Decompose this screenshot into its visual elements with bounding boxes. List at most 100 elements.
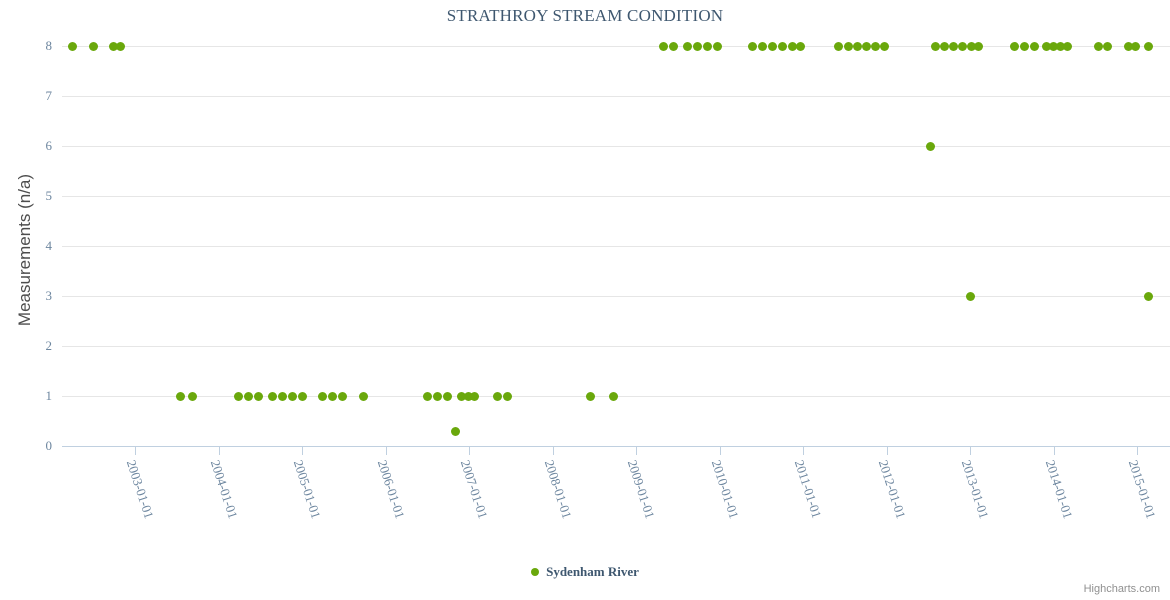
y-tick-label: 0 — [45, 438, 53, 453]
data-point[interactable] — [1093, 41, 1103, 51]
data-point[interactable] — [67, 41, 77, 51]
data-point[interactable] — [608, 391, 618, 401]
gridline — [62, 46, 1170, 47]
data-point[interactable] — [358, 391, 368, 401]
data-point[interactable] — [88, 41, 98, 51]
x-tick-mark — [1137, 446, 1138, 455]
data-point[interactable] — [243, 391, 253, 401]
data-point[interactable] — [973, 41, 983, 51]
data-point[interactable] — [108, 41, 118, 51]
data-point[interactable] — [187, 391, 197, 401]
data-point[interactable] — [1029, 41, 1039, 51]
y-tick-label: 2 — [45, 338, 53, 353]
data-point[interactable] — [337, 391, 347, 401]
x-tick-mark — [970, 446, 971, 455]
data-point[interactable] — [939, 41, 949, 51]
data-point[interactable] — [833, 41, 843, 51]
data-point[interactable] — [1009, 41, 1019, 51]
data-point[interactable] — [948, 41, 958, 51]
data-point[interactable] — [585, 391, 595, 401]
x-axis-tick-labels: 2003-01-01 2004-01-01 2005-01-01 2006-01-01… — [62, 446, 1170, 556]
gridline — [62, 246, 1170, 247]
gridline — [62, 296, 1170, 297]
data-point[interactable] — [456, 391, 466, 401]
data-point[interactable] — [287, 391, 297, 401]
x-tick-mark — [469, 446, 470, 455]
data-point[interactable] — [925, 141, 935, 151]
x-axis-line — [62, 446, 1170, 447]
plot-area — [62, 41, 1170, 446]
chart-title: STRATHROY STREAM CONDITION — [446, 6, 724, 25]
data-point[interactable] — [115, 41, 125, 51]
data-point[interactable] — [757, 41, 767, 51]
legend-item-label: Sydenham River — [546, 563, 639, 579]
gridline — [62, 196, 1170, 197]
data-point[interactable] — [463, 391, 473, 401]
y-axis-tick-labels: 0 1 2 3 4 5 6 7 8 — [0, 38, 53, 453]
data-point[interactable] — [267, 391, 277, 401]
data-point[interactable] — [712, 41, 722, 51]
data-point[interactable] — [442, 391, 452, 401]
data-point[interactable] — [879, 41, 889, 51]
data-point[interactable] — [422, 391, 432, 401]
data-point[interactable] — [1123, 41, 1133, 51]
data-point[interactable] — [777, 41, 787, 51]
data-point[interactable] — [327, 391, 337, 401]
data-point[interactable] — [1143, 291, 1153, 301]
data-point[interactable] — [861, 41, 871, 51]
data-point[interactable] — [747, 41, 757, 51]
data-point[interactable] — [682, 41, 692, 51]
data-point[interactable] — [1048, 41, 1058, 51]
data-point[interactable] — [658, 41, 668, 51]
x-tick-mark — [302, 446, 303, 455]
data-point[interactable] — [1130, 41, 1140, 51]
data-point[interactable] — [852, 41, 862, 51]
data-point[interactable] — [870, 41, 880, 51]
data-point[interactable] — [502, 391, 512, 401]
data-point[interactable] — [175, 391, 185, 401]
data-point[interactable] — [787, 41, 797, 51]
data-point[interactable] — [492, 391, 502, 401]
data-point[interactable] — [469, 391, 479, 401]
x-tick-label: 2005-01-01 — [290, 458, 324, 521]
data-point[interactable] — [1143, 41, 1153, 51]
x-tick-label: 2004-01-01 — [207, 458, 241, 521]
data-point[interactable] — [1102, 41, 1112, 51]
x-tick-label: 2011-01-01 — [791, 458, 825, 520]
data-point[interactable] — [450, 426, 460, 436]
x-tick-label: 2013-01-01 — [958, 458, 992, 521]
data-point[interactable] — [233, 391, 243, 401]
y-tick-label: 3 — [45, 288, 53, 303]
data-point[interactable] — [1055, 41, 1065, 51]
x-tick-mark — [636, 446, 637, 455]
data-point[interactable] — [966, 41, 976, 51]
x-tick-label: 2006-01-01 — [374, 458, 408, 521]
data-point[interactable] — [965, 291, 975, 301]
chart-credits[interactable]: Highcharts.com — [1083, 583, 1160, 595]
y-tick-label: 6 — [45, 138, 53, 153]
legend-marker-icon — [531, 567, 540, 576]
data-point[interactable] — [277, 391, 287, 401]
data-point[interactable] — [1041, 41, 1051, 51]
data-point[interactable] — [297, 391, 307, 401]
y-tick-label: 1 — [45, 388, 53, 403]
data-point[interactable] — [930, 41, 940, 51]
data-point[interactable] — [668, 41, 678, 51]
data-point[interactable] — [767, 41, 777, 51]
chart-legend: Sydenham River — [0, 563, 1170, 580]
data-point[interactable] — [253, 391, 263, 401]
data-point[interactable] — [317, 391, 327, 401]
data-point[interactable] — [795, 41, 805, 51]
data-point[interactable] — [1019, 41, 1029, 51]
data-point[interactable] — [432, 391, 442, 401]
data-point[interactable] — [957, 41, 967, 51]
data-point[interactable] — [843, 41, 853, 51]
data-point[interactable] — [692, 41, 702, 51]
y-tick-label: 4 — [45, 238, 53, 253]
data-point[interactable] — [1062, 41, 1072, 51]
y-tick-label: 8 — [45, 38, 53, 53]
legend-item-sydenham-river[interactable]: Sydenham River — [531, 563, 639, 580]
x-tick-label: 2014-01-01 — [1042, 458, 1076, 521]
data-point[interactable] — [702, 41, 712, 51]
